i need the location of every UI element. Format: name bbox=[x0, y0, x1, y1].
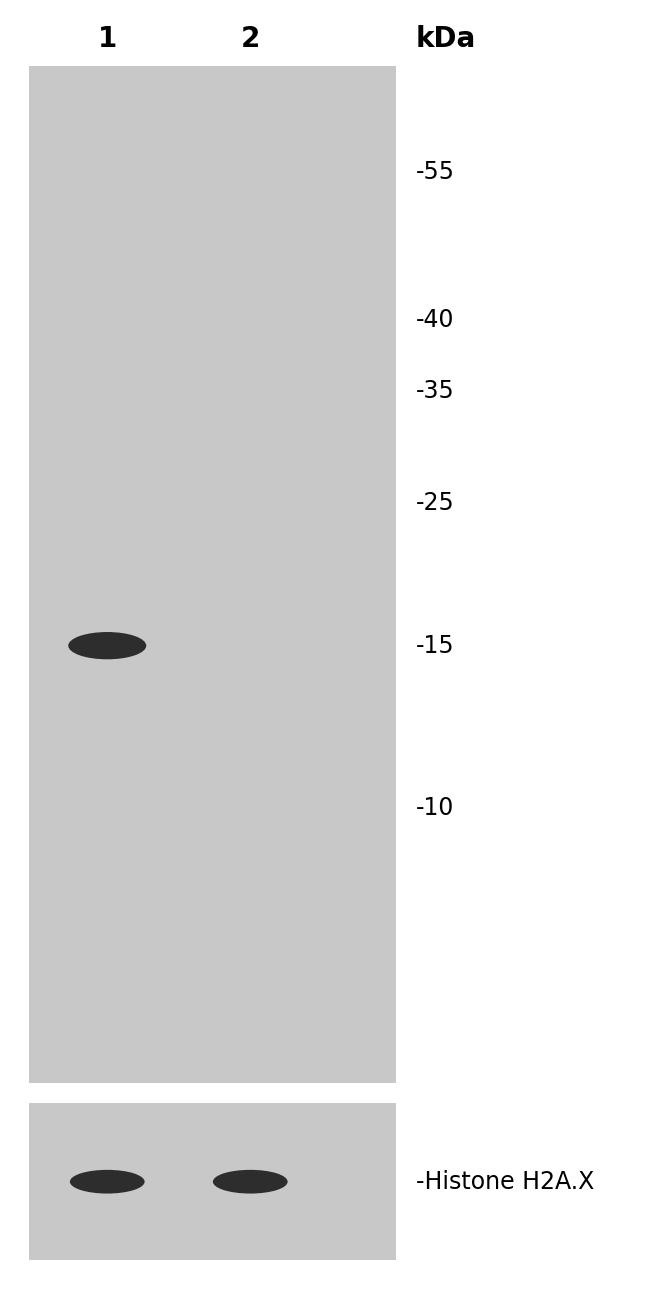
Bar bbox=[29, 66, 396, 1083]
Text: -25: -25 bbox=[416, 491, 455, 515]
Text: -10: -10 bbox=[416, 797, 454, 821]
Ellipse shape bbox=[213, 1170, 287, 1194]
Text: -35: -35 bbox=[416, 379, 455, 403]
Text: 1: 1 bbox=[98, 25, 117, 54]
Text: -Histone H2A.X: -Histone H2A.X bbox=[416, 1170, 594, 1194]
Ellipse shape bbox=[70, 1170, 144, 1194]
Text: -15: -15 bbox=[416, 634, 454, 658]
Bar bbox=[29, 1103, 396, 1260]
Text: kDa: kDa bbox=[416, 25, 476, 54]
Text: -40: -40 bbox=[416, 309, 454, 332]
Text: -55: -55 bbox=[416, 160, 455, 185]
Ellipse shape bbox=[68, 632, 146, 659]
Text: 2: 2 bbox=[240, 25, 260, 54]
